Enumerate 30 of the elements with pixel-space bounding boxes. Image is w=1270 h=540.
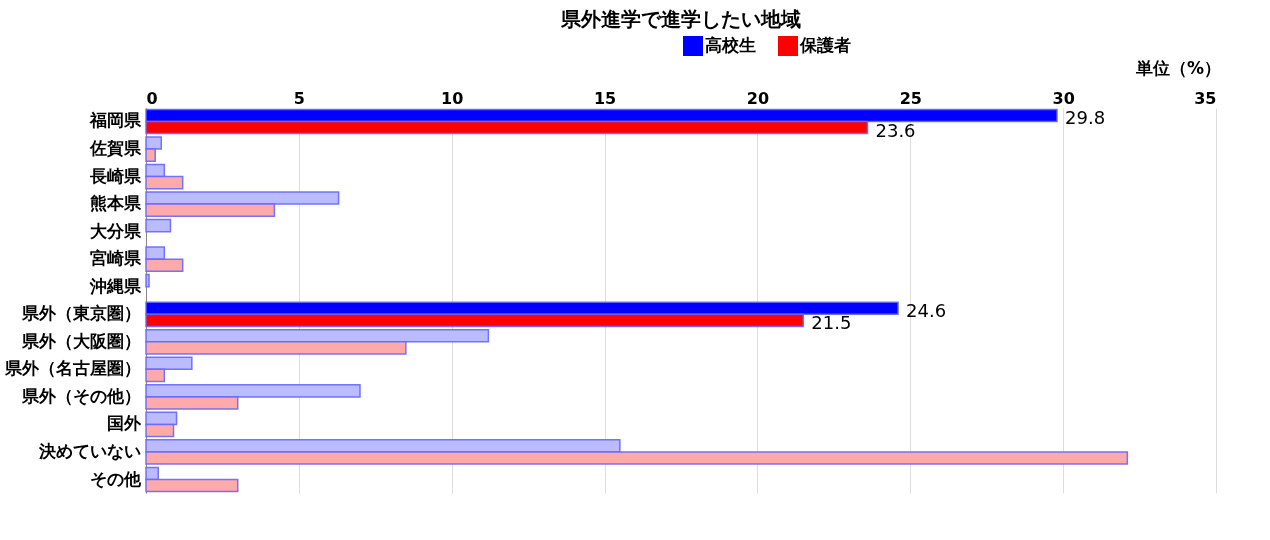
y-tick-label: その他 (89, 468, 142, 489)
y-tick-label: 熊本県 (89, 193, 142, 214)
y-tick-label: 県外（東京圏） (20, 303, 141, 324)
y-tick-label: 県外（その他） (20, 385, 141, 406)
y-tick-label: 長崎県 (88, 165, 142, 186)
y-tick-label: 決めていない (37, 440, 141, 461)
chart-title: 県外進学で進学したい地域 (560, 7, 801, 31)
x-tick-label: 15 (593, 88, 617, 108)
x-tick-label: 10 (441, 88, 464, 108)
y-tick-label: 県外（大阪圏） (20, 330, 141, 351)
legend-label: 高校生 (705, 35, 756, 55)
x-tick-label: 20 (746, 88, 770, 108)
y-tick-label: 県外（名古屋圏） (3, 358, 141, 379)
y-tick-label: 大分県 (89, 220, 142, 241)
x-tick-label: 5 (293, 88, 305, 108)
y-tick-label: 佐賀県 (88, 138, 142, 159)
y-tick-label: 福岡県 (88, 110, 142, 131)
data-label: 29.8 (1065, 107, 1106, 129)
text: 単位（%） (1134, 58, 1221, 78)
x-tick-label: 35 (1194, 88, 1217, 108)
x-tick-label: 25 (899, 88, 922, 108)
x-tick-label: 0 (146, 88, 158, 108)
x-tick-label: 30 (1052, 88, 1075, 108)
data-label: 23.6 (875, 119, 916, 141)
data-label: 21.5 (811, 312, 852, 334)
data-label: 24.6 (906, 300, 947, 322)
y-tick-label: 国外 (106, 413, 142, 434)
legend-label: 保護者 (799, 35, 851, 55)
y-tick-label: 宮崎県 (89, 248, 142, 269)
y-tick-label: 沖縄県 (88, 275, 142, 296)
